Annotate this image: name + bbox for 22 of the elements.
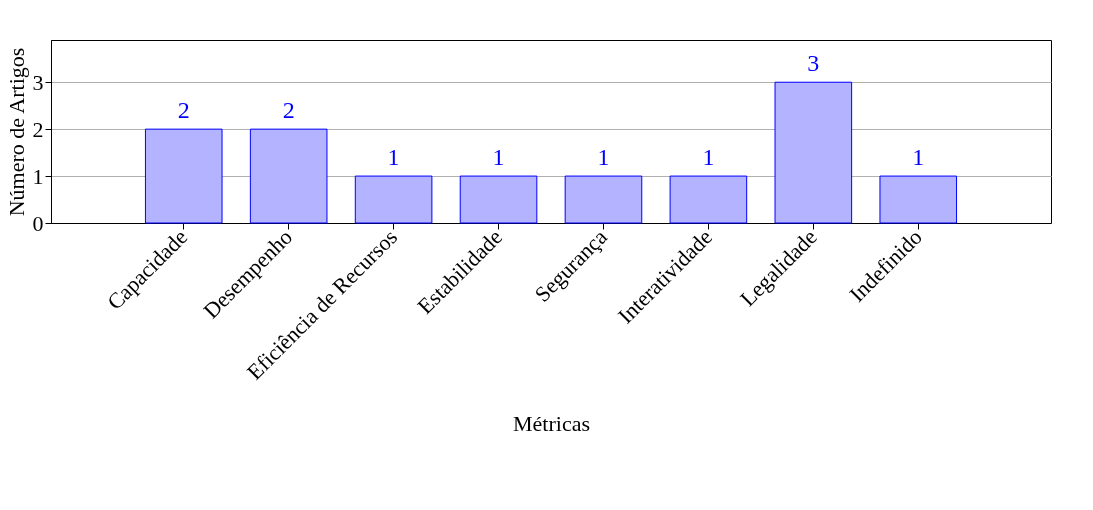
data-label: 1 xyxy=(912,144,925,171)
bar xyxy=(144,128,223,224)
data-label: 2 xyxy=(177,97,190,124)
data-label: 3 xyxy=(807,50,820,77)
data-label: 1 xyxy=(597,144,610,171)
bar xyxy=(249,128,328,224)
y-tick-label: 2 xyxy=(32,116,44,142)
data-label: 1 xyxy=(702,144,715,171)
y-tick-label: 0 xyxy=(32,210,44,236)
bar xyxy=(879,175,958,224)
bar xyxy=(669,175,748,224)
y-tick-label: 3 xyxy=(32,69,44,95)
bar xyxy=(564,175,643,224)
bar xyxy=(774,81,853,224)
data-label: 1 xyxy=(387,144,400,171)
x-axis-title: Métricas xyxy=(513,410,590,436)
data-label: 1 xyxy=(492,144,505,171)
y-axis-title: Número de Artigos xyxy=(3,47,29,217)
y-tick-label: 1 xyxy=(32,163,44,189)
bar xyxy=(459,175,538,224)
data-label: 2 xyxy=(282,97,295,124)
bar xyxy=(354,175,433,224)
